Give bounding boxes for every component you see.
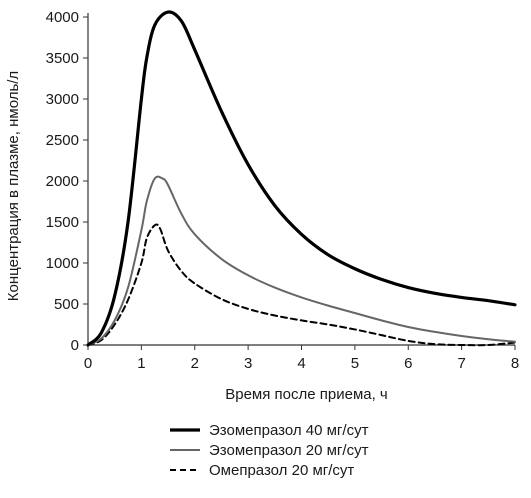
legend-label: Эзомепразол 20 мг/сут — [209, 442, 369, 459]
x-tick-label: 1 — [137, 355, 145, 372]
x-tick-label: 3 — [244, 355, 252, 372]
y-tick-label: 500 — [54, 296, 79, 313]
x-tick-label: 8 — [511, 355, 519, 372]
x-tick-label: 5 — [351, 355, 359, 372]
series-line-esomeprazole-20 — [87, 175, 516, 346]
y-tick-label: 2000 — [46, 173, 79, 190]
legend: Эзомепразол 40 мг/сут Эзомепразол 20 мг/с… — [170, 422, 369, 479]
legend-item-esomeprazole-40: Эзомепразол 40 мг/сут — [170, 422, 369, 439]
y-tick-label: 2500 — [46, 132, 79, 149]
axes: 0 500 1000 1500 2000 2500 3000 3500 4000 0 1 2 3 4 5 6 7… — [46, 9, 520, 372]
x-axis-title: Время после приема, ч — [225, 386, 388, 403]
y-axis-title: Концентрация в плазме, нмоль/л — [5, 71, 22, 301]
y-tick-label: 3500 — [46, 50, 79, 67]
x-tick-label: 7 — [457, 355, 465, 372]
series-lines — [86, 10, 517, 347]
series-line-esomeprazole-40 — [86, 10, 517, 347]
series-line-omeprazole-20 — [87, 223, 516, 347]
y-tick-label: 0 — [71, 337, 79, 354]
x-tick-label: 2 — [191, 355, 199, 372]
y-tick-label: 1500 — [46, 214, 79, 231]
legend-item-omeprazole-20: Омепразол 20 мг/сут — [170, 462, 354, 479]
legend-label: Омепразол 20 мг/сут — [209, 462, 354, 479]
y-tick-label: 1000 — [46, 255, 79, 272]
y-tick-label: 4000 — [46, 9, 79, 26]
legend-item-esomeprazole-20: Эзомепразол 20 мг/сут — [170, 442, 369, 459]
x-tick-label: 4 — [297, 355, 305, 372]
legend-label: Эзомепразол 40 мг/сут — [209, 422, 369, 439]
x-tick-label: 0 — [84, 355, 92, 372]
x-tick-label: 6 — [404, 355, 412, 372]
y-tick-label: 3000 — [46, 91, 79, 108]
